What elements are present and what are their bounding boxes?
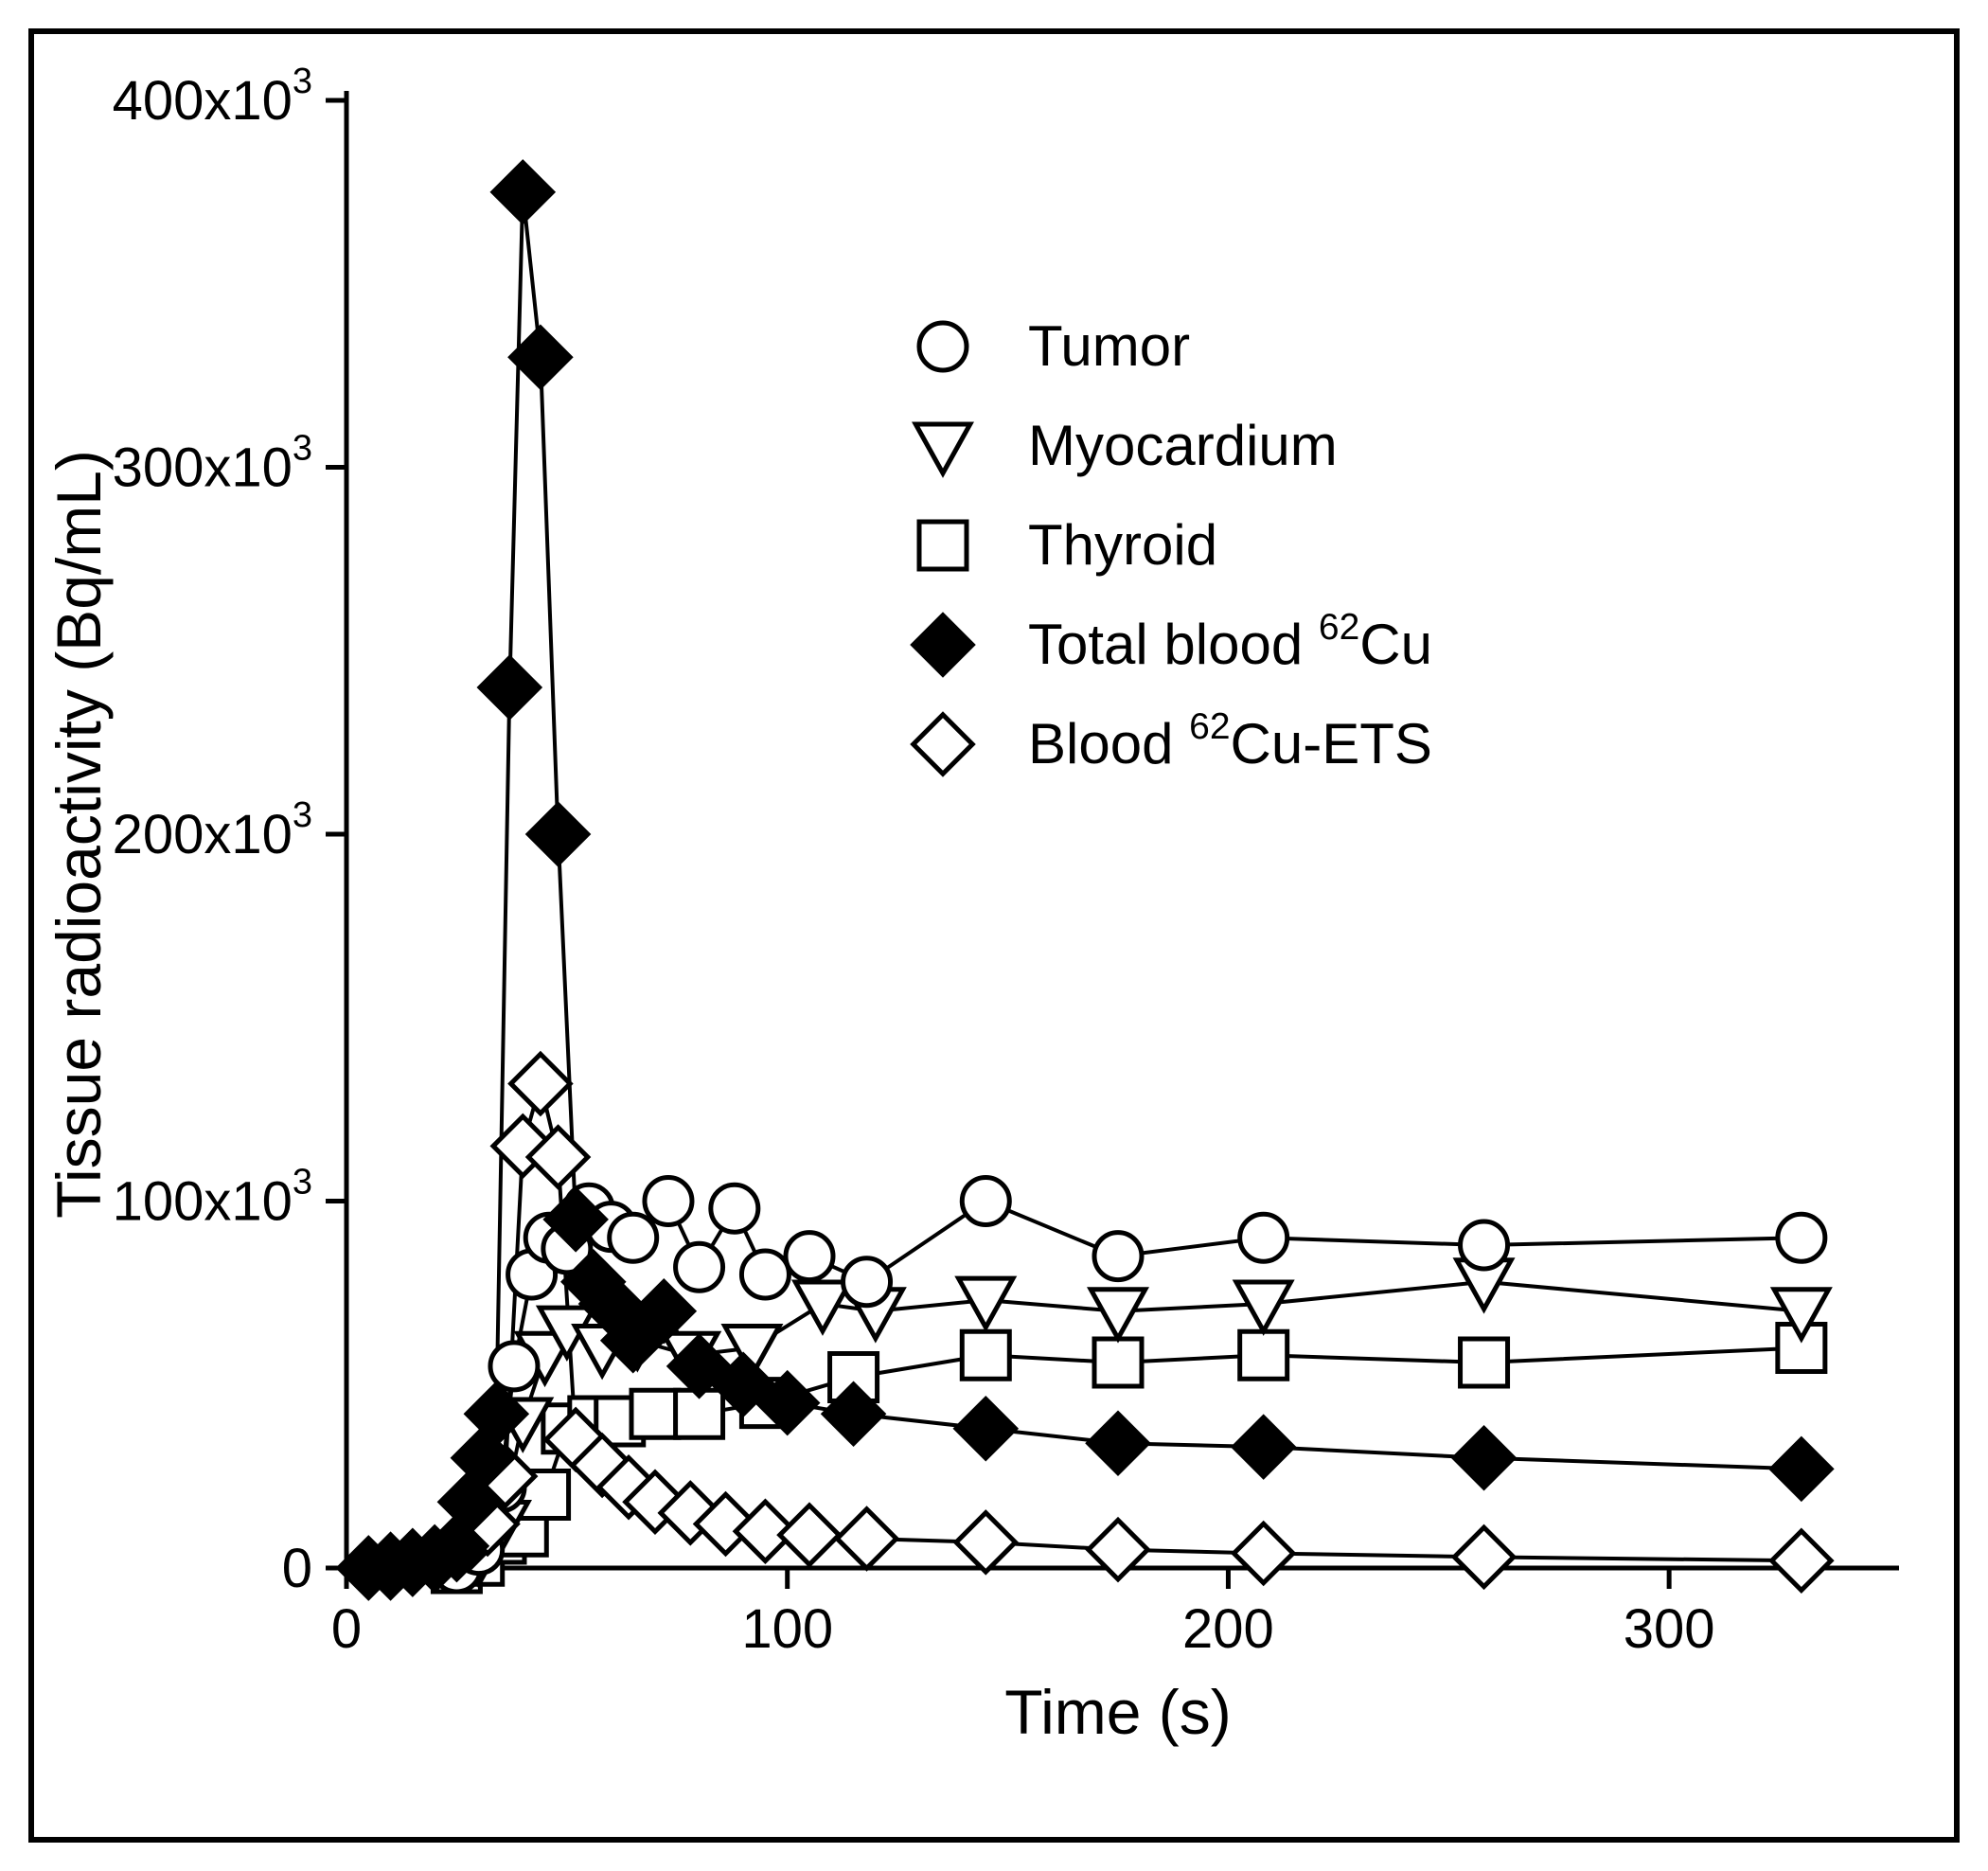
marker-circle [610,1214,657,1261]
marker-circle [962,1178,1009,1225]
y-tick-label: 400x103 [113,62,312,132]
y-tick-label: 100x103 [113,1163,312,1233]
marker-diamond [1234,1524,1293,1583]
marker-circle [843,1258,891,1306]
marker-diamond [1454,1527,1514,1587]
marker-square [1461,1339,1508,1386]
marker-diamond [956,1399,1016,1459]
marker-circle [676,1243,723,1291]
marker-circle [741,1251,789,1298]
marker-diamond [493,163,553,223]
x-tick-label: 100 [741,1598,833,1660]
marker-diamond [914,715,973,775]
marker-triangle-down [1091,1290,1145,1339]
marker-diamond [1089,1414,1148,1473]
marker-triangle-down [915,424,970,473]
x-axis-label: Time (s) [1004,1677,1232,1747]
marker-diamond [956,1513,1016,1573]
marker-diamond [480,658,539,718]
x-tick-label: 300 [1624,1598,1715,1660]
marker-square [631,1390,679,1437]
marker-diamond [837,1509,896,1569]
marker-square [1240,1331,1287,1379]
legend-label-blood_ets: Blood 62Cu-ETS [1028,706,1432,775]
x-tick-label: 0 [331,1598,362,1660]
marker-circle [1778,1214,1825,1261]
legend: Tumor Myocardium Thyroid Total blood 62Cu Bl… [914,314,1432,775]
marker-circle [711,1185,758,1232]
marker-diamond [914,615,973,675]
marker-diamond [528,805,588,864]
legend-label-tumor: Tumor [1028,314,1190,378]
marker-diamond [1454,1429,1514,1488]
y-tick-label: 300x103 [113,429,312,499]
marker-circle [919,323,967,370]
y-tick-label: 200x103 [113,795,312,865]
marker-diamond [511,1054,571,1114]
marker-diamond [780,1506,840,1565]
y-axis-label: Tissue radioactivity (Bq/mL) [44,450,114,1219]
y-tick-label: 0 [282,1538,312,1599]
marker-square [962,1331,1009,1379]
marker-diamond [1772,1531,1832,1591]
marker-square [919,522,967,569]
marker-diamond [1772,1439,1832,1499]
legend-label-thyroid: Thyroid [1028,513,1217,577]
legend-label-total_blood: Total blood 62Cu [1028,607,1432,676]
marker-circle [1240,1214,1287,1261]
marker-circle [786,1233,833,1280]
marker-circle [1094,1233,1142,1280]
marker-circle [645,1178,692,1225]
marker-square [1094,1339,1142,1386]
legend-label-myocardium: Myocardium [1028,414,1338,477]
marker-diamond [1234,1417,1293,1477]
marker-circle [1461,1221,1508,1269]
x-tick-label: 200 [1182,1598,1274,1660]
